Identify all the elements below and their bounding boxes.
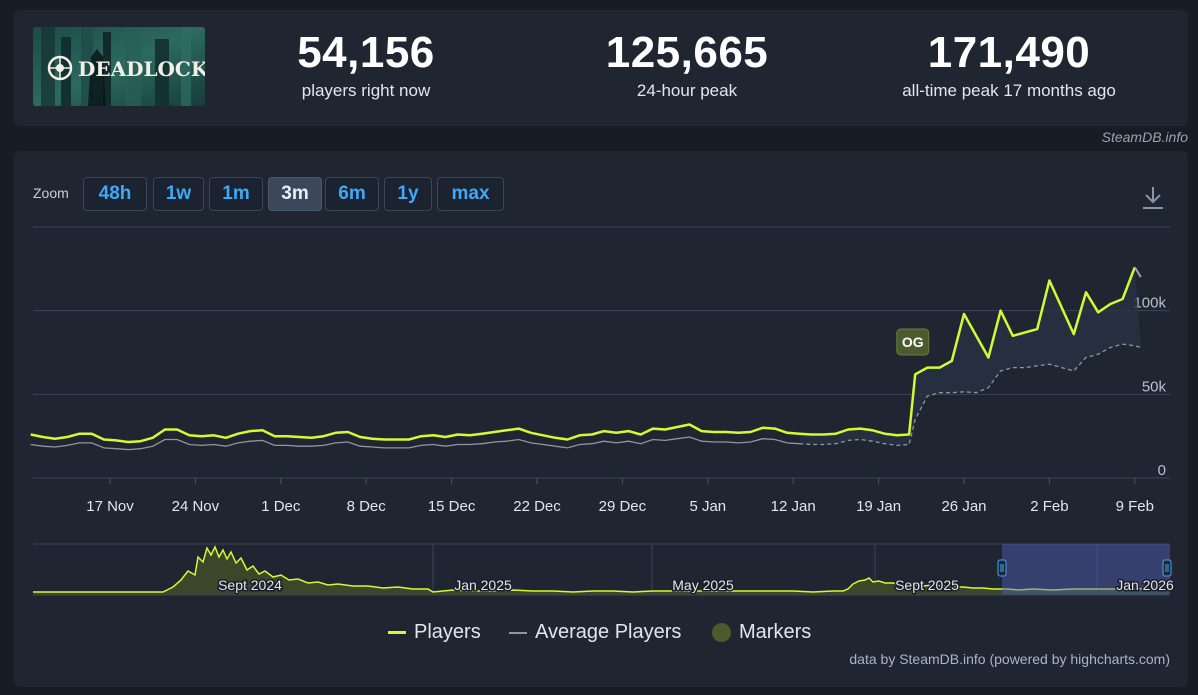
game-logo[interactable]: DEADLOCK xyxy=(33,27,205,106)
x-tick-label: 1 Dec xyxy=(261,498,301,515)
x-axis-labels: 17 Nov 24 Nov 1 Dec 8 Dec 15 Dec 22 Dec 29 Dec… xyxy=(86,478,1154,515)
source-link[interactable]: SteamDB.info xyxy=(1101,129,1188,145)
navigator-selection[interactable] xyxy=(1002,544,1170,595)
marker-og[interactable]: OG xyxy=(896,328,930,356)
main-chart[interactable]: 0 50k 100k OG 17 Nov 24 Nov 1 Dec 8 Dec 15 Dec… xyxy=(14,151,1188,687)
zoom-6m-button[interactable]: 6m xyxy=(325,177,379,211)
average-players-line xyxy=(30,436,800,451)
current-players-label: players right now xyxy=(301,81,431,100)
zoom-1w-button[interactable]: 1w xyxy=(153,177,204,211)
players-line xyxy=(30,266,1136,444)
stat-current: 54,156 players right now xyxy=(276,28,456,102)
x-tick-label: 19 Jan xyxy=(856,498,901,515)
x-tick-label: 24 Nov xyxy=(172,498,220,515)
navigator-handle-left[interactable] xyxy=(997,559,1007,577)
navigator-label: Sept 2024 xyxy=(218,577,282,593)
navigator-label-outline: Sept 2025 xyxy=(895,577,959,593)
navigator-label-outline: May 2025 xyxy=(672,577,734,593)
legend-markers[interactable]: Markers xyxy=(712,621,811,644)
navigator-label: May 2025 xyxy=(672,577,734,593)
x-tick-label: 15 Dec xyxy=(428,498,476,515)
x-tick-label: 9 Feb xyxy=(1116,498,1154,515)
legend-players-label: Players xyxy=(414,621,481,643)
marker-label: OG xyxy=(902,334,924,350)
legend-markers-label: Markers xyxy=(739,621,812,643)
logo-text: DEADLOCK xyxy=(78,57,205,81)
stats-card: DEADLOCK 54,156 players right now 125,66… xyxy=(14,10,1188,126)
navigator-label: Jan 2025 xyxy=(454,577,512,593)
zoom-label: Zoom xyxy=(33,185,69,201)
download-icon[interactable] xyxy=(1142,185,1164,211)
x-tick-label: 8 Dec xyxy=(347,498,387,515)
zoom-max-button[interactable]: max xyxy=(437,177,504,211)
zoom-3m-button[interactable]: 3m xyxy=(268,177,322,211)
x-tick-label: 29 Dec xyxy=(599,498,647,515)
legend-average-swatch xyxy=(509,631,527,634)
navigator-label: Sept 2025 xyxy=(895,577,959,593)
average-players-dashed-line xyxy=(799,343,1142,447)
navigator-label: Jan 2026 xyxy=(1116,577,1174,593)
stat-24h-peak: 125,665 24-hour peak xyxy=(577,28,797,102)
x-tick-label: 2 Feb xyxy=(1030,498,1068,515)
x-tick-label: 17 Nov xyxy=(86,498,134,515)
y-tick-label: 0 xyxy=(1158,462,1166,479)
marker-layer: OG xyxy=(896,328,930,356)
stat-all-time-peak: 171,490 all-time peak 17 months ago xyxy=(874,28,1144,102)
x-tick-label: 5 Jan xyxy=(689,498,726,515)
x-tick-label: 22 Dec xyxy=(513,498,561,515)
chart-card: Zoom 48h 1w 1m 3m 6m 1y max 0 50k 100k OG … xyxy=(14,151,1188,687)
legend-markers-swatch xyxy=(712,623,731,642)
navigator-label-outline: Jan 2025 xyxy=(454,577,512,593)
navigator-handle-right[interactable] xyxy=(1162,559,1172,577)
grid-lines xyxy=(33,226,1170,479)
zoom-48h-button[interactable]: 48h xyxy=(83,177,147,211)
chart-credits[interactable]: data by SteamDB.info (powered by highcha… xyxy=(849,651,1170,667)
legend-players-swatch xyxy=(388,631,406,634)
legend-average-players[interactable]: Average Players xyxy=(509,621,681,644)
x-tick-label: 26 Jan xyxy=(941,498,986,515)
x-tick-label: 12 Jan xyxy=(771,498,816,515)
players-range-band xyxy=(799,267,1141,446)
logo-art: DEADLOCK xyxy=(33,27,205,106)
y-tick-label: 50k xyxy=(1142,378,1167,395)
series-layer xyxy=(30,266,1142,451)
zoom-1y-button[interactable]: 1y xyxy=(384,177,432,211)
all-time-peak-value: 171,490 xyxy=(927,28,1091,77)
peak-24h-value: 125,665 xyxy=(605,28,769,77)
navigator-line xyxy=(33,545,1170,593)
y-axis-labels: 0 50k 100k xyxy=(1133,295,1166,479)
legend-average-label: Average Players xyxy=(535,621,682,643)
y-tick-label: 100k xyxy=(1133,295,1166,312)
current-players-value: 54,156 xyxy=(297,28,435,77)
marker-badge[interactable] xyxy=(896,328,930,356)
peak-24h-label: 24-hour peak xyxy=(636,81,738,100)
all-time-peak-label: all-time peak 17 months ago xyxy=(902,81,1116,100)
navigator-label-outline: Sept 2024 xyxy=(218,577,282,593)
zoom-1m-button[interactable]: 1m xyxy=(209,177,263,211)
players-line-tail xyxy=(1133,266,1142,278)
navigator-label-outline: Jan 2026 xyxy=(1116,577,1174,593)
legend-players[interactable]: Players xyxy=(388,621,481,644)
